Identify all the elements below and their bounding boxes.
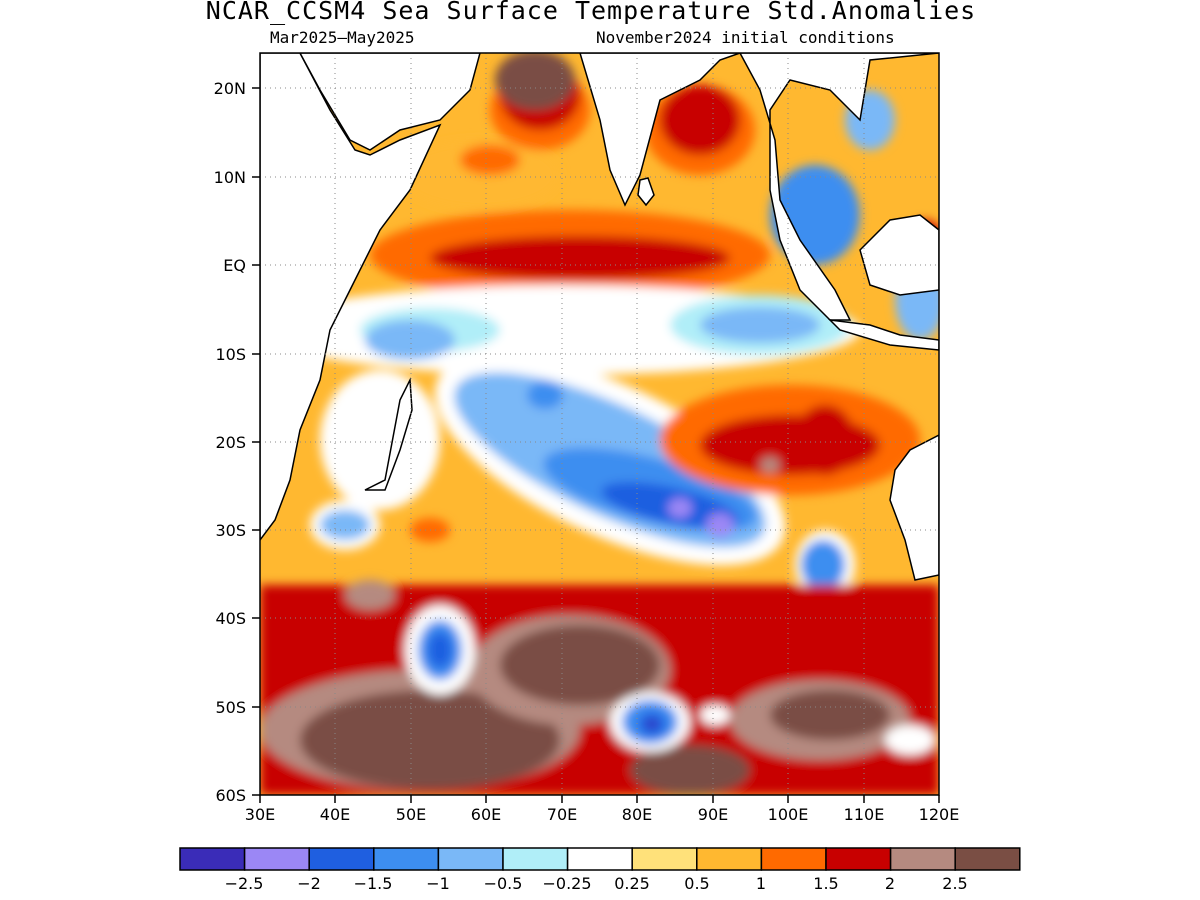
colorbar-label: −0.25 xyxy=(542,874,591,893)
colorbar-swatch xyxy=(697,848,762,870)
colorbar-label: 0.5 xyxy=(684,874,709,893)
colorbar-swatch xyxy=(503,848,568,870)
colorbar-label: −2 xyxy=(297,874,321,893)
lat-label: 30S xyxy=(215,521,246,540)
colorbar-label: −2.5 xyxy=(225,874,264,893)
colorbar-swatch xyxy=(632,848,697,870)
lon-label: 80E xyxy=(622,805,652,824)
lon-label: 50E xyxy=(396,805,426,824)
colorbar-swatch xyxy=(180,848,245,870)
lon-label: 70E xyxy=(547,805,577,824)
colorbar-label: 1.5 xyxy=(813,874,838,893)
colorbar-swatch xyxy=(309,848,374,870)
colorbar-label: 0.25 xyxy=(614,874,650,893)
colorbar-label: 1 xyxy=(756,874,766,893)
colorbar-swatch xyxy=(245,848,310,870)
lat-label: 10N xyxy=(214,168,246,187)
colorbar-swatch xyxy=(891,848,956,870)
colorbar-label: −1 xyxy=(426,874,450,893)
colorbar-swatch xyxy=(826,848,891,870)
lon-label: 30E xyxy=(245,805,275,824)
lon-label: 60E xyxy=(471,805,501,824)
colorbar-swatch xyxy=(955,848,1020,870)
lat-label: 20N xyxy=(214,79,246,98)
lat-label: 60S xyxy=(215,786,246,805)
colorbar-label: 2 xyxy=(885,874,895,893)
lon-label: 100E xyxy=(768,805,809,824)
colorbar-label: −0.5 xyxy=(484,874,523,893)
lon-label: 110E xyxy=(844,805,885,824)
lat-label: 40S xyxy=(215,609,246,628)
colorbar-label: 2.5 xyxy=(942,874,967,893)
lon-label: 120E xyxy=(919,805,960,824)
colorbar-swatch xyxy=(568,848,633,870)
map-figure: 20N 10N EQ 10S 20S 30S 40S 50S 60S 30E 4… xyxy=(0,0,1200,900)
colorbar-label: −1.5 xyxy=(354,874,393,893)
lat-label: 20S xyxy=(215,433,246,452)
colorbar-swatch xyxy=(374,848,439,870)
lat-label: 10S xyxy=(215,345,246,364)
colorbar-swatch xyxy=(438,848,503,870)
lat-label: EQ xyxy=(223,256,246,275)
lon-label: 90E xyxy=(698,805,728,824)
anomaly-field xyxy=(260,50,945,795)
lat-label: 50S xyxy=(215,698,246,717)
lon-label: 40E xyxy=(320,805,350,824)
colorbar xyxy=(180,848,1020,870)
colorbar-swatch xyxy=(761,848,826,870)
